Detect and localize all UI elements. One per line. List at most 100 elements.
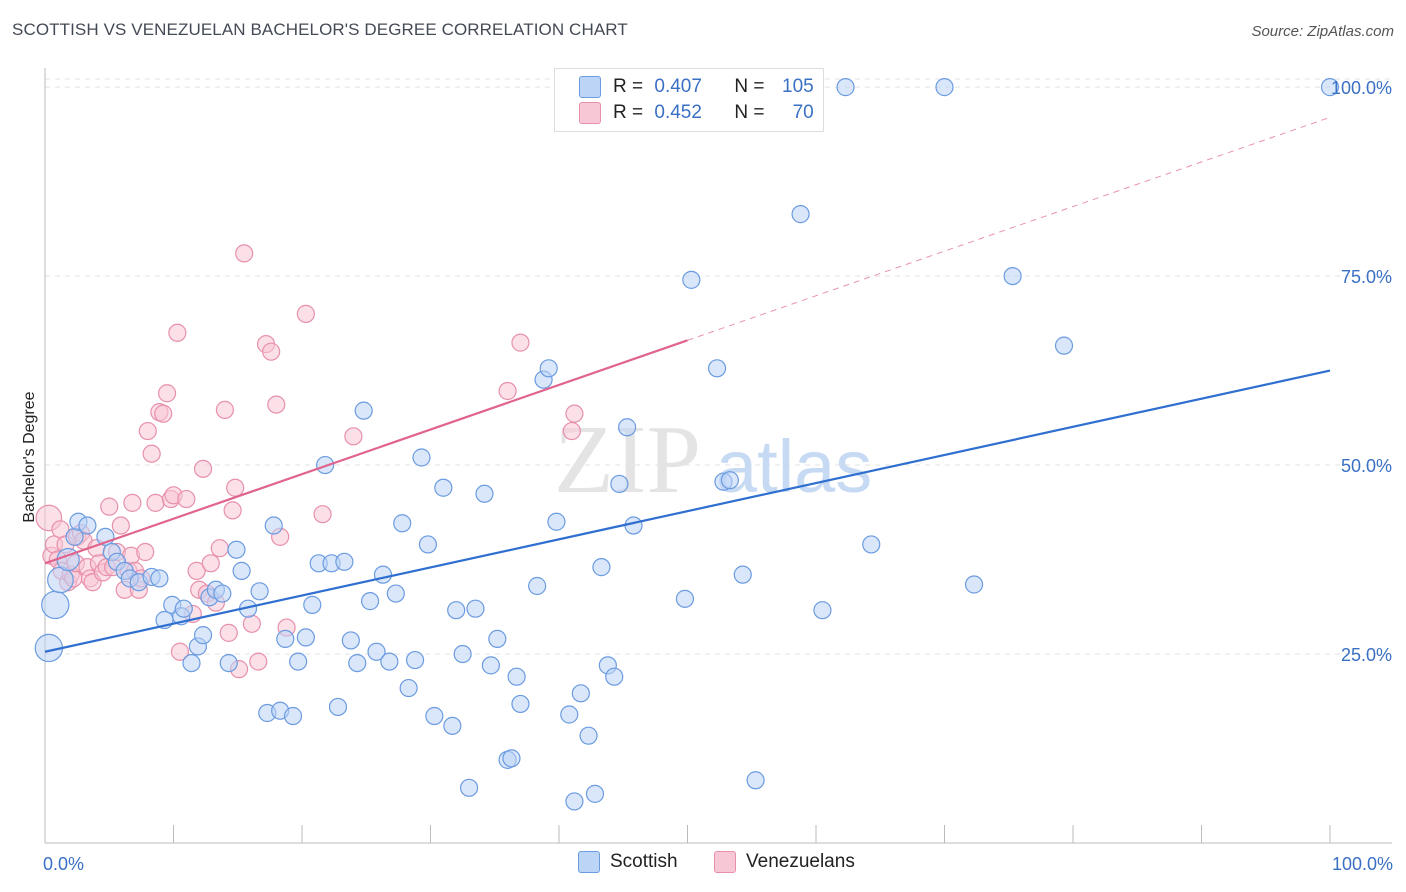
bottom-legend-venezuelans[interactable]: Venezuelans [714, 851, 855, 873]
venezuelans-point [511, 333, 530, 352]
scottish-point [1003, 266, 1022, 286]
scottish-point [232, 561, 251, 580]
watermark: ZIP atlas [554, 406, 872, 514]
scottish-point [193, 626, 213, 645]
scottish-point [560, 705, 579, 724]
scottish-point [341, 631, 360, 650]
scottish-point [836, 78, 855, 97]
y-tick-label: 25.0% [1341, 645, 1392, 665]
y-tick-label: 50.0% [1341, 456, 1392, 476]
scottish-point [78, 516, 97, 535]
scottish-point [813, 601, 832, 620]
scottish-point [213, 584, 232, 603]
legend-r-value: 0.407 [654, 76, 702, 97]
venezuelans-point [136, 542, 155, 562]
watermark-atlas: atlas [716, 425, 872, 508]
scottish-point [592, 558, 611, 577]
bottom-legend: Scottish Venezuelans [0, 851, 1406, 879]
venezuelans-point [187, 561, 206, 580]
scottish-point [412, 448, 431, 467]
scottish-point [459, 778, 479, 797]
scottish-point [405, 650, 425, 670]
tick-labels: 25.0% 50.0% 75.0% 100.0% 0.0% 100.0% [43, 78, 1393, 874]
venezuelans-point [267, 395, 286, 414]
scottish-point [481, 656, 500, 675]
scottish-point [565, 792, 584, 811]
scottish-point [227, 540, 246, 559]
venezuelans-point [562, 421, 581, 441]
scottish-point [488, 629, 507, 649]
scottish-point [434, 478, 453, 497]
legend-row-scottish: R = 0.407 N = 105 [579, 75, 814, 99]
trend-lines [44, 116, 1331, 653]
scottish-point [791, 205, 810, 224]
scottish-point [571, 684, 590, 703]
scottish-point [539, 359, 558, 378]
bottom-legend-scottish[interactable]: Scottish [578, 851, 678, 873]
scottish-point [283, 706, 303, 726]
scottish-point [707, 359, 727, 378]
venezuelans-point [168, 323, 187, 342]
scottish-point [373, 565, 393, 584]
scottish-point [466, 599, 485, 618]
axes [44, 68, 1392, 844]
scottish-point [335, 552, 354, 571]
venezuelans-point [111, 516, 130, 535]
venezuelans-point [235, 244, 254, 263]
scottish-point [528, 576, 547, 596]
y-tick-label: 75.0% [1341, 267, 1392, 287]
y-tick-label: 100.0% [1331, 78, 1392, 98]
venezuelans-point [177, 489, 196, 509]
legend-row-venezuelans: R = 0.452 N = 70 [579, 101, 814, 125]
scottish-point [964, 575, 984, 594]
scottish-points [34, 78, 1340, 811]
scottish-point [386, 584, 405, 603]
scottish-point [328, 697, 348, 717]
scottish-point [935, 78, 954, 97]
venezuelans-point [193, 459, 213, 478]
scottish-point [585, 784, 605, 803]
scottish-point [511, 694, 530, 714]
scottish-point [303, 595, 322, 614]
scottish-point [174, 599, 193, 618]
scottish-point [453, 644, 472, 664]
scottish-point [361, 592, 380, 611]
scottish-point [380, 652, 399, 671]
legend-swatch-venezuelans [579, 102, 601, 124]
venezuelans-point [242, 614, 261, 633]
bottom-legend-swatch-scottish [578, 851, 600, 873]
venezuelans-point [296, 304, 315, 323]
scottish-point [41, 590, 70, 620]
venezuelans-point [146, 493, 165, 512]
venezuelans-point [262, 342, 281, 361]
legend-swatch-scottish [579, 76, 601, 98]
legend: R = 0.407 N = 105 R = 0.452 N = 70 [554, 68, 824, 132]
scottish-point [547, 512, 566, 531]
scottish-point [618, 418, 637, 437]
scottish-point [475, 484, 494, 503]
scottish-point [1320, 78, 1340, 97]
scottish-point [418, 535, 438, 554]
scottish-point [746, 771, 765, 790]
scottish-point [354, 401, 373, 420]
x-tick-label: 0.0% [43, 854, 84, 874]
scottish-point [219, 653, 238, 673]
scottish-point [605, 667, 624, 686]
scottish-point [507, 667, 526, 686]
legend-n-label: N = [734, 76, 770, 97]
source-credit: Source: ZipAtlas.com [1251, 23, 1394, 40]
x-tick-label: 100.0% [1332, 854, 1393, 874]
scottish-point [579, 726, 598, 745]
venezuelans-point [313, 505, 332, 524]
scottish-point [862, 535, 881, 554]
scottish-point [425, 706, 444, 726]
scottish-point [443, 716, 462, 735]
venezuelans-point [123, 493, 142, 512]
legend-n-value: 105 [782, 76, 814, 97]
scottish-point [150, 569, 169, 588]
venezuelans-point [138, 421, 157, 441]
scottish-point [720, 471, 740, 490]
venezuelans-point [157, 384, 177, 403]
scottish-point [682, 270, 701, 289]
